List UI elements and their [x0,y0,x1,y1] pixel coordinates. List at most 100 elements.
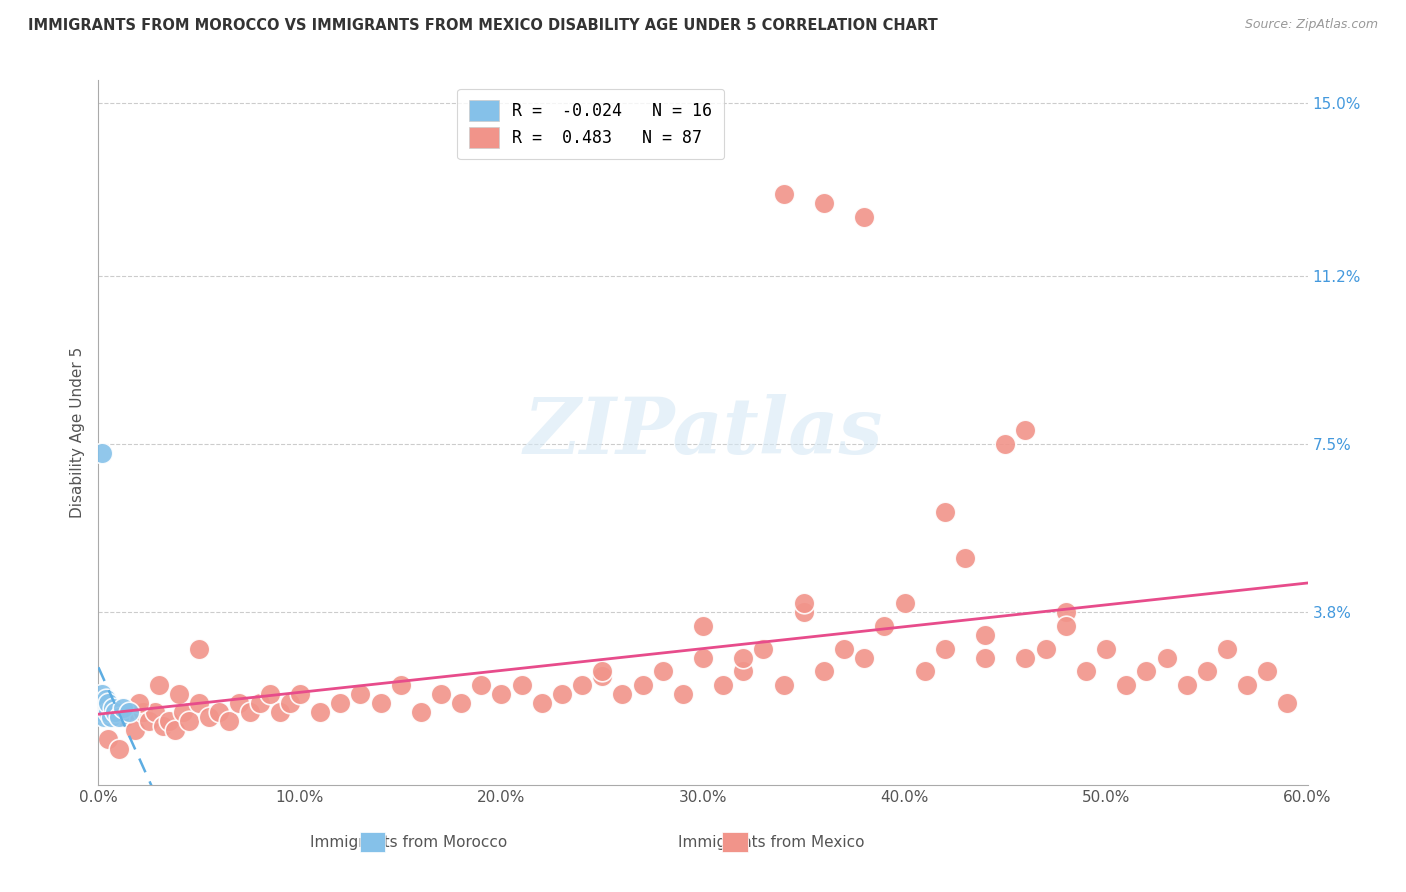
Point [97,732,120,747]
Point [711,678,734,692]
Point [914,665,936,679]
Point [218,714,240,729]
Point [692,650,714,665]
Point [772,678,794,692]
Point [278,696,301,710]
Point [228,696,250,710]
Point [329,696,352,710]
Point [873,619,896,633]
Point [893,596,915,610]
Point [107,741,129,756]
Point [259,687,281,701]
Point [1035,641,1057,656]
Point [97,696,120,710]
Point [1135,665,1157,679]
Y-axis label: Disability Age Under 5: Disability Age Under 5 [69,347,84,518]
Text: Immigrants from Mexico: Immigrants from Mexico [678,835,865,849]
Point [1156,650,1178,665]
Point [934,505,956,519]
Point [100,710,122,724]
Point [167,687,190,701]
Point [793,605,815,619]
Point [91,446,114,460]
Point [269,705,291,719]
Point [631,678,654,692]
Point [370,696,392,710]
Point [309,705,332,719]
Point [188,696,211,710]
Point [853,650,876,665]
Point [349,687,371,701]
Point [793,596,815,610]
Point [813,665,835,679]
Point [103,705,125,719]
Point [1115,678,1137,692]
Point [96,691,118,706]
Point [853,210,876,224]
Point [124,723,146,738]
Point [111,700,134,714]
Point [208,705,231,719]
Point [953,550,976,565]
Point [692,619,714,633]
Point [249,696,271,710]
Point [832,641,855,656]
Text: ZIPatlas: ZIPatlas [523,394,883,471]
Point [91,687,114,701]
Point [288,687,311,701]
Point [1236,678,1258,692]
Point [934,641,956,656]
Point [114,710,136,724]
Point [974,650,997,665]
Point [409,705,432,719]
Point [1216,641,1239,656]
Point [91,705,114,719]
Point [530,696,553,710]
Point [96,700,118,714]
Point [733,665,755,679]
Point [101,700,124,714]
Point [491,687,513,701]
Point [1095,641,1118,656]
Point [591,665,613,679]
Point [813,196,835,211]
Text: IMMIGRANTS FROM MOROCCO VS IMMIGRANTS FROM MEXICO DISABILITY AGE UNDER 5 CORRELA: IMMIGRANTS FROM MOROCCO VS IMMIGRANTS FR… [28,18,938,33]
Point [672,687,695,701]
Point [143,705,166,719]
Point [974,628,997,642]
Point [551,687,574,701]
Point [198,710,221,724]
Point [450,696,472,710]
Point [118,705,141,719]
Point [97,705,120,719]
Point [1054,605,1077,619]
Point [752,641,775,656]
Point [152,719,174,733]
Point [1054,619,1077,633]
Point [1014,650,1036,665]
Point [1277,696,1299,710]
Point [591,669,613,683]
Point [1074,665,1097,679]
Legend: R =  -0.024   N = 16, R =  0.483   N = 87: R = -0.024 N = 16, R = 0.483 N = 87 [457,88,724,160]
Point [138,714,160,729]
Point [172,705,194,719]
Point [389,678,412,692]
Point [93,696,115,710]
Point [132,705,155,719]
Point [772,186,794,201]
Point [651,665,673,679]
Point [612,687,634,701]
Point [994,437,1017,451]
Point [1256,665,1278,679]
Point [157,714,180,729]
Point [107,710,129,724]
Point [430,687,453,701]
Point [470,678,492,692]
Point [1175,678,1198,692]
Point [1195,665,1218,679]
Point [93,710,115,724]
Text: Immigrants from Morocco: Immigrants from Morocco [311,835,508,849]
Point [188,641,211,656]
Point [1014,423,1036,437]
